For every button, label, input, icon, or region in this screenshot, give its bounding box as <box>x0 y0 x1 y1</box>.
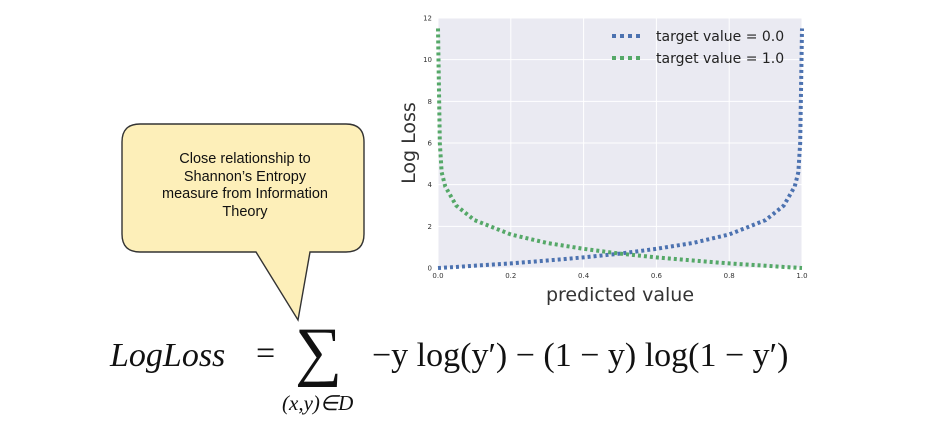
callout-line: Close relationship to <box>179 151 311 167</box>
summation-subscript: (x,y)∈D <box>282 391 354 415</box>
series-line-0 <box>437 28 804 270</box>
x-tick-label: 0.4 <box>578 272 590 280</box>
y-tick-label: 4 <box>428 181 433 189</box>
y-tick-labels: 0 2 4 6 8 10 12 <box>423 15 432 273</box>
series-line-1 <box>436 28 803 270</box>
x-tick-labels: 0.0 0.2 0.4 0.6 0.8 1.0 <box>432 272 807 280</box>
series-lines <box>436 28 804 270</box>
x-tick-label: 1.0 <box>796 272 807 280</box>
log-loss-chart: 0.0 0.2 0.4 0.6 0.8 1.0 0 2 4 6 8 10 12 target valu… <box>398 15 808 307</box>
speech-bubble <box>121 123 365 322</box>
formula-rhs: −y log(y′) − (1 − y) log(1 − y′) <box>372 337 789 374</box>
y-axis-title: Log Loss <box>398 102 420 184</box>
log-loss-formula: LogLoss = ∑ (x,y)∈D −y log(y′) − (1 − y)… <box>110 319 870 435</box>
legend-label: target value = 0.0 <box>656 29 784 45</box>
y-tick-label: 6 <box>428 140 433 148</box>
summation-symbol: ∑ <box>295 315 343 388</box>
grid-lines <box>437 17 803 269</box>
x-tick-label: 0.8 <box>724 272 735 280</box>
x-tick-label: 0.6 <box>651 272 663 280</box>
y-tick-label: 10 <box>423 56 432 64</box>
formula-lhs: LogLoss <box>110 337 226 374</box>
callout-text: Close relationship to Shannon’s Entropy … <box>125 151 365 221</box>
x-tick-label: 0.0 <box>432 272 443 280</box>
callout-line: Shannon’s Entropy <box>183 168 307 185</box>
x-tick-label: 0.2 <box>505 272 516 280</box>
y-tick-label: 2 <box>428 223 432 231</box>
y-tick-label: 8 <box>428 98 432 106</box>
x-axis-title: predicted value <box>546 284 694 306</box>
legend: target value = 0.0 target value = 1.0 <box>612 29 784 67</box>
legend-label: target value = 1.0 <box>656 51 784 67</box>
callout-line: Theory <box>222 203 268 220</box>
y-tick-label: 12 <box>423 15 432 23</box>
speech-bubble-shape <box>121 123 365 322</box>
callout-line: measure from Information <box>161 186 328 202</box>
y-tick-label: 0 <box>428 265 432 273</box>
formula-equals: = <box>256 335 276 372</box>
